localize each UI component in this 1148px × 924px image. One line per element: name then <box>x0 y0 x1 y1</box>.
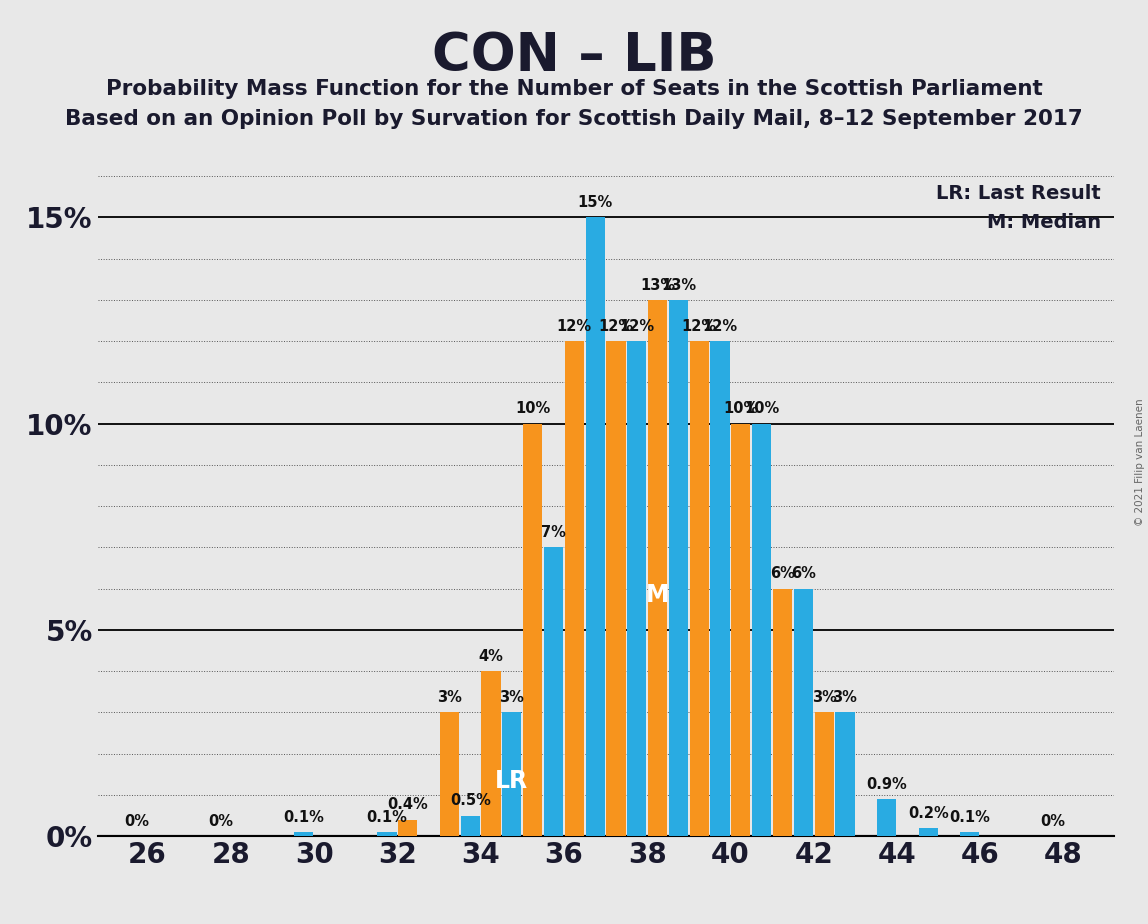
Bar <box>690 341 708 836</box>
Bar <box>606 341 626 836</box>
Bar <box>294 833 313 836</box>
Bar <box>793 589 813 836</box>
Text: CON – LIB: CON – LIB <box>432 30 716 81</box>
Bar <box>503 712 521 836</box>
Text: 0.1%: 0.1% <box>949 809 991 825</box>
Text: 6%: 6% <box>770 566 794 581</box>
Bar <box>398 820 418 836</box>
Text: 0.2%: 0.2% <box>908 806 948 821</box>
Text: 4%: 4% <box>479 649 504 663</box>
Bar <box>481 671 501 836</box>
Text: 0%: 0% <box>125 814 149 829</box>
Bar <box>918 828 938 836</box>
Text: 0%: 0% <box>1041 814 1065 829</box>
Text: 15%: 15% <box>577 195 613 210</box>
Bar <box>378 833 396 836</box>
Text: 3%: 3% <box>832 690 858 705</box>
Text: 0.9%: 0.9% <box>867 777 907 792</box>
Text: 10%: 10% <box>744 401 779 417</box>
Bar <box>627 341 646 836</box>
Text: 7%: 7% <box>541 525 566 540</box>
Text: 12%: 12% <box>682 319 716 334</box>
Text: 0.4%: 0.4% <box>387 797 428 812</box>
Bar <box>773 589 792 836</box>
Bar <box>752 424 771 836</box>
Bar <box>440 712 459 836</box>
Bar <box>961 833 979 836</box>
Text: 0.1%: 0.1% <box>366 809 408 825</box>
Bar <box>669 300 688 836</box>
Bar <box>877 799 897 836</box>
Text: 0%: 0% <box>208 814 233 829</box>
Text: LR: LR <box>495 769 528 793</box>
Bar <box>544 547 564 836</box>
Bar <box>585 217 605 836</box>
Bar <box>460 816 480 836</box>
Bar <box>711 341 730 836</box>
Text: 3%: 3% <box>437 690 461 705</box>
Text: 10%: 10% <box>515 401 550 417</box>
Text: 3%: 3% <box>499 690 525 705</box>
Text: 12%: 12% <box>557 319 592 334</box>
Text: 0.5%: 0.5% <box>450 793 490 808</box>
Bar <box>523 424 542 836</box>
Bar <box>731 424 751 836</box>
Text: 12%: 12% <box>703 319 738 334</box>
Text: 13%: 13% <box>661 277 696 293</box>
Text: © 2021 Filip van Laenen: © 2021 Filip van Laenen <box>1135 398 1145 526</box>
Bar <box>647 300 667 836</box>
Bar <box>815 712 833 836</box>
Text: LR: Last Result: LR: Last Result <box>937 185 1101 203</box>
Bar <box>565 341 584 836</box>
Bar <box>836 712 854 836</box>
Text: 3%: 3% <box>812 690 837 705</box>
Text: 6%: 6% <box>791 566 816 581</box>
Text: 13%: 13% <box>641 277 675 293</box>
Text: Probability Mass Function for the Number of Seats in the Scottish Parliament: Probability Mass Function for the Number… <box>106 79 1042 99</box>
Text: 10%: 10% <box>723 401 759 417</box>
Text: M: Median: M: Median <box>987 213 1101 232</box>
Text: Based on an Opinion Poll by Survation for Scottish Daily Mail, 8–12 September 20: Based on an Opinion Poll by Survation fo… <box>65 109 1083 129</box>
Text: 0.1%: 0.1% <box>284 809 324 825</box>
Text: M: M <box>646 583 669 607</box>
Text: 12%: 12% <box>619 319 654 334</box>
Text: 12%: 12% <box>598 319 634 334</box>
